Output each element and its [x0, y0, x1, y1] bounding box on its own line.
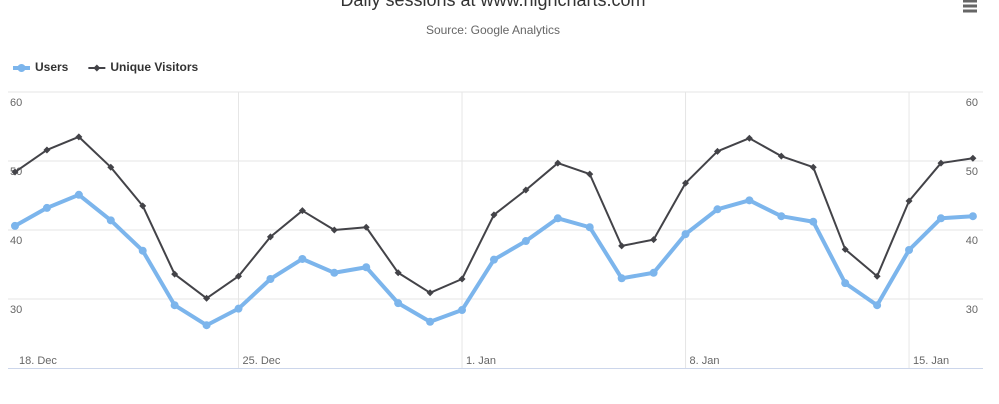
- point-marker: [937, 159, 945, 167]
- point-marker: [362, 263, 371, 272]
- point-marker: [873, 301, 882, 310]
- y-tick-label: 40: [10, 235, 22, 247]
- menu-button[interactable]: [962, 0, 980, 13]
- chart-subtitle: Source: Google Analytics: [426, 23, 560, 37]
- point-marker: [298, 254, 307, 263]
- point-marker: [841, 279, 850, 288]
- point-marker: [93, 64, 101, 72]
- point-marker: [139, 202, 147, 210]
- point-marker: [362, 223, 370, 231]
- point-marker: [713, 205, 722, 214]
- x-tick-label: 25. Dec: [243, 355, 281, 367]
- legend-item[interactable]: Users: [13, 60, 69, 74]
- y2-tick-label: 50: [966, 166, 978, 178]
- point-marker: [426, 317, 435, 326]
- point-marker: [235, 272, 243, 280]
- point-marker: [490, 211, 498, 219]
- point-marker: [585, 223, 594, 232]
- point-marker: [11, 168, 19, 176]
- point-marker: [74, 190, 83, 199]
- point-marker: [266, 274, 275, 283]
- point-marker: [107, 163, 115, 171]
- point-marker: [75, 133, 83, 141]
- point-marker: [968, 212, 977, 221]
- point-marker: [841, 245, 849, 253]
- y2-tick-label: 30: [966, 304, 978, 316]
- series: [11, 190, 977, 330]
- point-marker: [394, 269, 402, 277]
- x-tick-label: 18. Dec: [19, 355, 57, 367]
- point-marker: [106, 216, 115, 225]
- point-marker: [17, 64, 26, 72]
- point-marker: [522, 186, 530, 194]
- point-marker: [745, 134, 753, 142]
- point-marker: [905, 197, 913, 205]
- x-tick-label: 8. Jan: [690, 355, 720, 367]
- point-marker: [458, 306, 467, 315]
- point-marker: [777, 212, 786, 221]
- y-tick-label: 30: [10, 304, 22, 316]
- point-marker: [458, 275, 466, 283]
- point-marker: [809, 217, 818, 226]
- x-tick-label: 15. Jan: [913, 355, 949, 367]
- point-marker: [170, 301, 179, 310]
- point-marker: [745, 196, 754, 205]
- point-marker: [936, 214, 945, 223]
- point-marker: [905, 246, 914, 255]
- legend-label[interactable]: Users: [35, 60, 69, 74]
- point-marker: [298, 207, 306, 215]
- point-marker: [521, 237, 530, 246]
- point-marker: [650, 236, 658, 244]
- point-marker: [43, 146, 51, 154]
- point-marker: [586, 170, 594, 178]
- point-marker: [330, 268, 339, 277]
- point-marker: [969, 154, 977, 162]
- point-marker: [554, 159, 562, 167]
- point-marker: [682, 179, 690, 187]
- point-marker: [617, 274, 626, 283]
- x-tick-label: 1. Jan: [466, 355, 496, 367]
- legend-item[interactable]: Unique Visitors: [88, 60, 198, 74]
- point-marker: [171, 270, 179, 278]
- point-marker: [809, 163, 817, 171]
- point-marker: [426, 289, 434, 297]
- y2-tick-label: 60: [966, 97, 978, 109]
- series: [11, 133, 977, 302]
- point-marker: [394, 299, 403, 308]
- point-marker: [138, 246, 147, 255]
- point-marker: [489, 255, 498, 264]
- chart-title: Daily sessions at www.highcharts.com: [340, 0, 645, 10]
- point-marker: [42, 203, 51, 212]
- point-marker: [202, 321, 211, 330]
- point-marker: [649, 268, 658, 277]
- point-marker: [11, 221, 19, 230]
- y2-tick-label: 40: [966, 235, 978, 247]
- point-marker: [330, 226, 338, 234]
- point-marker: [713, 147, 721, 155]
- point-marker: [681, 230, 690, 239]
- point-marker: [777, 152, 785, 160]
- point-marker: [618, 242, 626, 250]
- y-tick-label: 60: [10, 97, 22, 109]
- point-marker: [266, 233, 274, 241]
- point-marker: [873, 272, 881, 280]
- legend-label[interactable]: Unique Visitors: [110, 60, 198, 74]
- point-marker: [203, 294, 211, 302]
- point-marker: [234, 304, 243, 313]
- point-marker: [553, 214, 562, 223]
